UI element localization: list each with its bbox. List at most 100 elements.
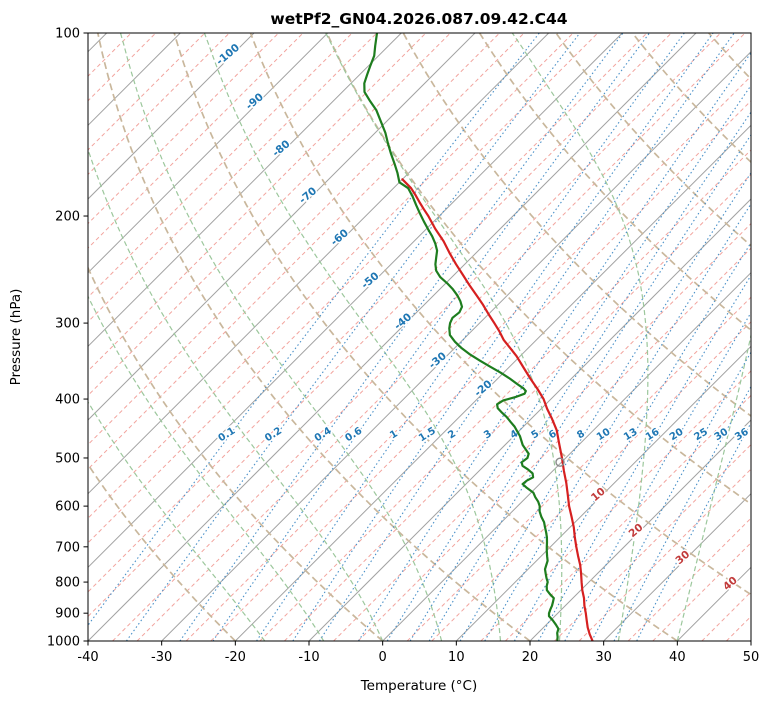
x-tick-label: -10 [298, 650, 319, 665]
isotherm-dashed-line [88, 33, 648, 593]
mixing-ratio-line [358, 51, 751, 641]
isotherm-dashed-line [88, 33, 599, 544]
isotherm-line [455, 345, 751, 641]
isotherm-dashed-line [578, 468, 751, 641]
isotherm-dashed-line [88, 33, 500, 446]
mixing-ratio-label: 16 [644, 427, 662, 444]
mixing-ratio-label: 1 [388, 428, 400, 441]
mixing-ratio-label: 36 [733, 427, 751, 444]
isotherm-dashed-line [627, 517, 751, 641]
x-tick-label: 50 [743, 650, 760, 665]
isotherm-dashed-line [88, 33, 304, 249]
isotherm-label: -80 [270, 138, 292, 159]
isotherm-line [88, 33, 476, 421]
isotherm-dashed-line [136, 33, 746, 641]
axes-layer: -40 -30 -20 -10 0 10 20 30 40 5010020030040050060… [47, 27, 759, 666]
mixing-ratio-line [428, 133, 751, 641]
mixing-ratio-line [409, 111, 751, 641]
isotherm-label: -40 [392, 311, 414, 332]
isotherm-dashed-line [88, 33, 230, 176]
y-axis-label: Pressure (hPa) [8, 289, 24, 386]
mixing-ratio-line [125, 33, 581, 641]
isotherm-label: -50 [359, 270, 381, 291]
x-tick-label: 0 [379, 650, 387, 665]
isotherm-line [382, 271, 751, 641]
isotherm-dashed-line [701, 591, 751, 641]
mixing-ratio-line [318, 33, 735, 641]
isotherm-dashed-line [333, 222, 751, 641]
isotherm-label: 20 [627, 521, 646, 540]
y-tick-label: 100 [55, 27, 80, 42]
moist-adiabat-line [325, 33, 563, 641]
isotherm-line [529, 419, 751, 641]
y-tick-label: 1000 [47, 635, 80, 650]
x-tick-label: -20 [225, 650, 246, 665]
isotherm-dashed-line [88, 33, 451, 397]
mixing-ratio-line [386, 84, 751, 641]
isotherm-dashed-line [88, 33, 206, 151]
isotherm-label: -70 [297, 185, 319, 206]
isotherm-dashed-line [259, 149, 751, 641]
isotherm-dashed-line [88, 33, 279, 225]
dry-adiabat-line [478, 33, 751, 332]
isotherm-dashed-line [652, 542, 751, 641]
isotherm-label: -60 [329, 227, 351, 248]
x-tick-label: 20 [522, 650, 539, 665]
moist-adiabat-line [88, 400, 266, 641]
isotherm-dashed-line [357, 247, 751, 641]
moist-adiabat-line [119, 33, 443, 641]
x-tick-label: 10 [448, 650, 465, 665]
mixing-ratio-line [636, 421, 751, 641]
x-axis-label: Temperature (°C) [360, 678, 478, 694]
isotherm-line [88, 33, 402, 348]
mixing-ratio-line [212, 33, 650, 641]
moist-adiabat-line [511, 33, 649, 641]
y-tick-label: 300 [55, 317, 80, 332]
mixing-ratio-line [88, 33, 540, 627]
mixing-ratio-label: 0.4 [313, 426, 334, 445]
moist-adiabat-line [88, 147, 384, 641]
dry-adiabat-line [326, 33, 751, 506]
mixing-ratio-label: 2 [446, 428, 458, 441]
y-tick-label: 500 [55, 451, 80, 466]
mixing-ratio-line [256, 33, 685, 641]
mixing-ratio-label: 0.1 [217, 426, 238, 445]
isotherm-dashed-line [88, 33, 525, 470]
mixing-ratio-label: 30 [713, 427, 731, 444]
mixing-ratio-line [537, 274, 751, 641]
y-tick-label: 800 [55, 576, 80, 591]
mixing-ratio-label: 3 [482, 428, 494, 441]
dry-adiabat-line [173, 33, 678, 641]
chart-title: wetPf2_GN04.2026.087.09.42.C44 [270, 10, 567, 28]
y-tick-label: 900 [55, 607, 80, 622]
isotherm-dashed-line [210, 100, 751, 641]
isotherm-dashed-line [112, 33, 721, 641]
isotherm-line [88, 33, 697, 641]
isotherm-line [234, 124, 751, 641]
y-tick-label: 600 [55, 500, 80, 515]
isotherm-dashed-line [88, 33, 427, 372]
isotherm-dashed-line [88, 33, 672, 618]
isotherm-dashed-line [505, 394, 751, 641]
isotherm-dashed-line [284, 173, 751, 641]
x-tick-label: -30 [151, 650, 172, 665]
isotherm-dashed-line [480, 370, 751, 641]
moist-adiabat-line [203, 33, 502, 641]
isotherm-dashed-line [88, 33, 378, 323]
isotherm-dashed-line [185, 75, 751, 641]
isotherm-line [88, 33, 255, 200]
isotherm-line [750, 640, 751, 641]
isotherm-label: -20 [472, 378, 494, 399]
isotherm-line [603, 492, 751, 641]
x-tick-label: 40 [669, 650, 686, 665]
y-tick-label: 700 [55, 540, 80, 555]
dry-adiabat-line [249, 33, 751, 596]
level-marker [555, 457, 565, 467]
mixing-ratio-label: 8 [575, 428, 587, 441]
moist-adiabat-line [676, 332, 751, 641]
isotherm-dashed-line [554, 443, 751, 641]
isotherm-label: -90 [244, 91, 266, 112]
